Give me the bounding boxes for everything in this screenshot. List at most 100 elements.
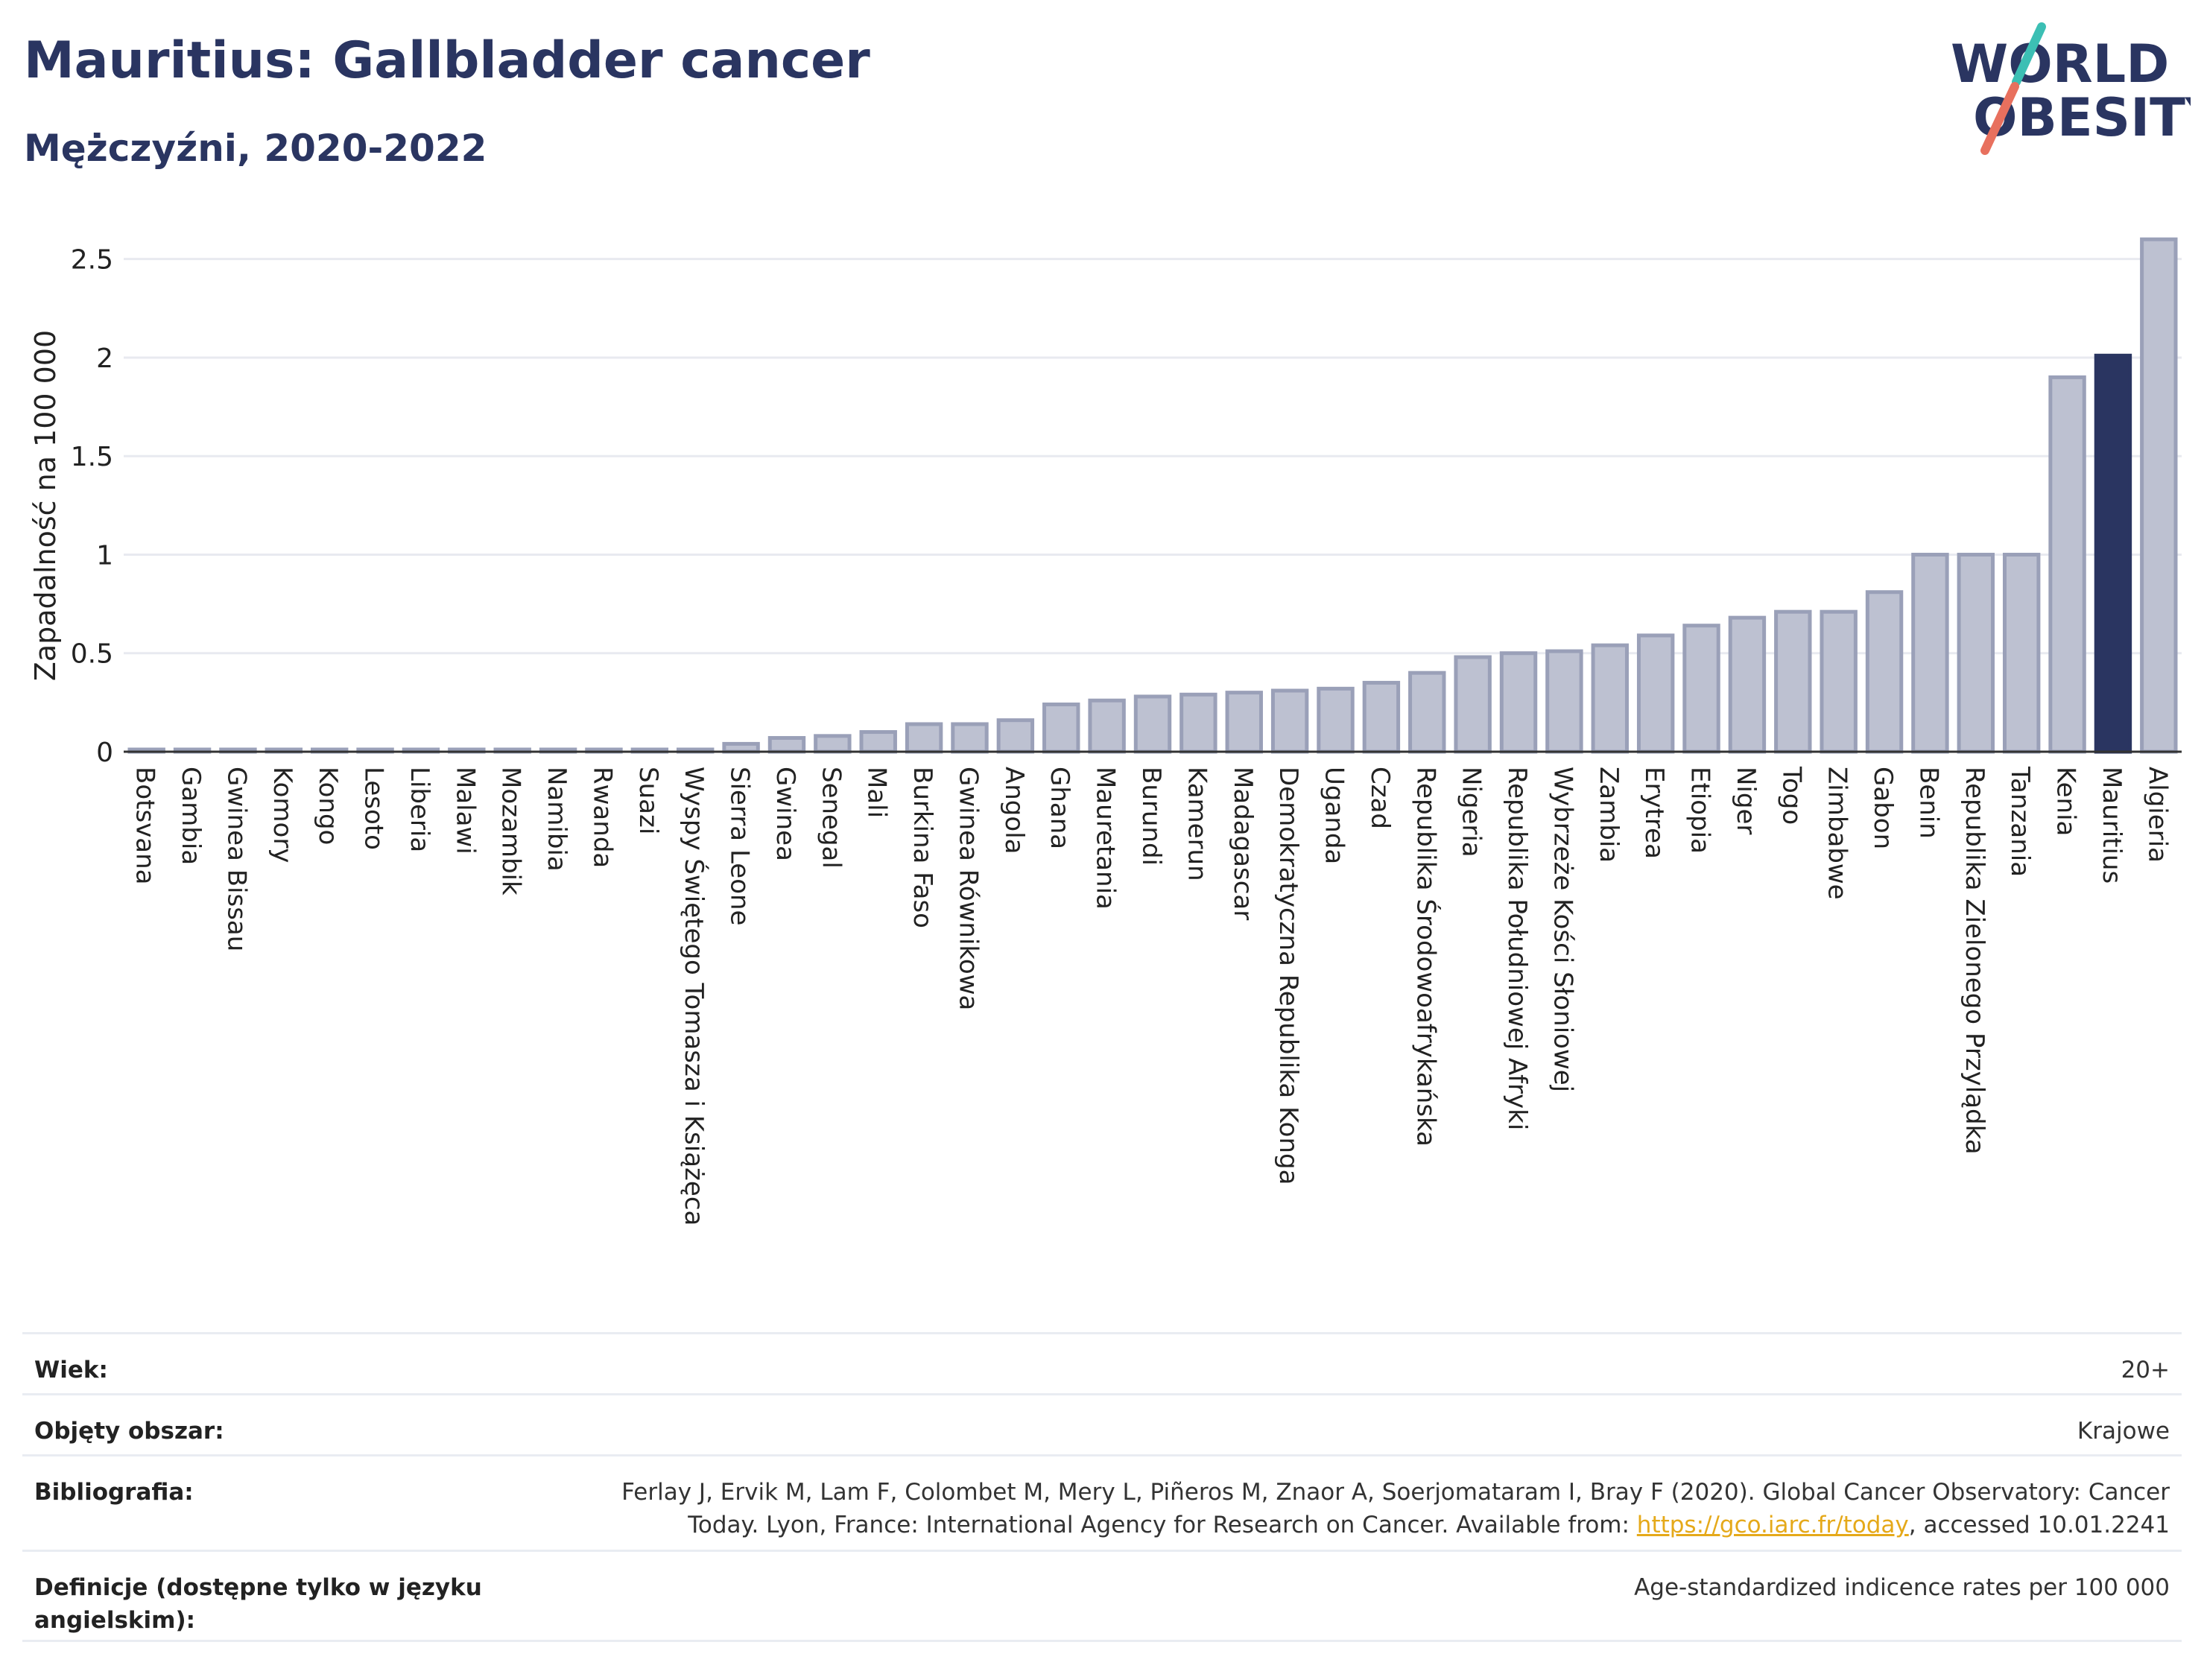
x-tick-label: Liberia: [405, 767, 434, 852]
bar: [1362, 680, 1401, 754]
gco-link[interactable]: https://gco.iarc.fr/today: [1636, 1512, 1909, 1538]
meta-value-age: 20+: [2121, 1357, 2170, 1383]
x-tick-label: Kamerun: [1182, 767, 1212, 881]
x-tick-label: Burkina Faso: [908, 767, 937, 928]
x-tick-label: Botsvana: [130, 767, 160, 885]
x-tick-label: Sierra Leone: [725, 767, 755, 925]
bar: [1911, 552, 1949, 754]
bar: [814, 734, 852, 754]
x-tick-label: Rwanda: [587, 767, 617, 868]
x-tick-label: Mauritius: [2097, 767, 2127, 884]
meta-value-bibliography: Ferlay J, Ervik M, Lam F, Colombet M, Me…: [621, 1456, 2182, 1541]
bar-chart: 0 0.5 1 1.5 2 2.5 Botsvana Gambia Gwinea Bissau…: [29, 237, 2182, 1226]
bar: [951, 722, 989, 754]
bar: [1865, 590, 1904, 754]
x-tick-label: Zambia: [1594, 767, 1624, 863]
x-tick-label: Madagascar: [1228, 767, 1258, 920]
x-tick-label: Nigeria: [1457, 767, 1486, 858]
x-tick-label: Republika Południowej Afryki: [1502, 767, 1532, 1130]
meta-label-area: Objęty obszar:: [34, 1418, 224, 1445]
x-tick-label: Lesoto: [359, 767, 389, 850]
bar-highlighted: [2094, 353, 2132, 754]
bar: [1408, 671, 1446, 754]
bar: [1270, 688, 1309, 754]
meta-value-definitions: Age-standardized indicence rates per 100…: [1634, 1574, 2170, 1601]
y-tick-labels: 0 0.5 1 1.5 2 2.5: [71, 245, 113, 768]
bar: [1545, 649, 1583, 754]
x-tick-label: Komory: [267, 767, 297, 863]
x-tick-label: Mauretania: [1091, 767, 1121, 910]
y-tick-label: 1: [96, 540, 113, 571]
meta-row-bibliography: Bibliografia: Ferlay J, Ervik M, Lam F, …: [22, 1454, 2182, 1550]
x-tick-label: Gambia: [176, 767, 206, 865]
x-tick-label: Gwinea: [770, 767, 800, 861]
bar: [1317, 686, 1355, 754]
x-tick-label: Gabon: [1868, 767, 1898, 849]
metadata-table: Wiek: 20+ Objęty obszar: Krajowe Bibliog…: [22, 1332, 2182, 1642]
x-tick-label: Mozambik: [496, 767, 526, 896]
y-tick-label: 1.5: [71, 442, 113, 472]
x-tick-label: Republika Środowoafrykańska: [1410, 767, 1441, 1147]
bibliography-line-1: Ferlay J, Ervik M, Lam F, Colombet M, Me…: [621, 1479, 2170, 1506]
x-tick-label: Suazi: [633, 767, 663, 834]
bar: [2140, 237, 2178, 754]
meta-row-area: Objęty obszar: Krajowe: [22, 1393, 2182, 1454]
x-tick-label: Czad: [1365, 767, 1395, 829]
x-tick-label: Republika Zielonego Przylądka: [1960, 767, 1989, 1155]
bar: [1636, 633, 1675, 754]
x-tick-label: Togo: [1776, 766, 1806, 825]
bar: [996, 718, 1035, 754]
x-tick-label: Namibia: [542, 767, 571, 872]
bar: [2002, 552, 2041, 754]
x-tick-label: Kenia: [2051, 767, 2081, 836]
bar: [905, 722, 943, 754]
bar: [722, 741, 760, 754]
x-tick-labels: Botsvana Gambia Gwinea Bissau Komory Kongo Le…: [130, 766, 2173, 1226]
y-axis-label: Zapadalność na 100 000: [29, 330, 62, 681]
y-tick-label: 2: [96, 343, 113, 374]
x-tick-label: Wybrzeże Kości Słoniowej: [1548, 767, 1577, 1092]
x-tick-label: Burundi: [1136, 767, 1166, 866]
bar: [1042, 703, 1080, 754]
bar: [1728, 615, 1767, 754]
chart-title: Mauritius: Gallbladder cancer: [24, 31, 870, 90]
bar: [1179, 692, 1217, 754]
x-tick-label: Erytrea: [1639, 767, 1669, 859]
x-tick-label: Gwinea Bissau: [221, 767, 251, 951]
x-tick-label: Wyspy Świętego Tomasza i Książęca: [679, 767, 709, 1226]
logo-slash-teal: [2012, 22, 2046, 86]
logo-line-1: WORLD: [1951, 34, 2169, 95]
x-tick-label: Mali: [862, 767, 892, 818]
x-tick-label: Tanzania: [2005, 766, 2035, 877]
chart-subtitle: Mężczyźni, 2020-2022: [24, 127, 487, 170]
x-tick-label: Angola: [999, 767, 1029, 854]
bar: [1591, 643, 1629, 754]
y-tick-label: 2.5: [71, 245, 113, 276]
y-tick-label: 0.5: [71, 639, 113, 670]
bar: [859, 730, 897, 754]
bar: [1088, 698, 1126, 754]
bar: [1682, 624, 1720, 754]
bar: [2048, 375, 2086, 754]
x-tick-label: Zimbabwe: [1823, 767, 1852, 900]
x-tick-label: Ghana: [1045, 767, 1074, 849]
x-tick-label: Kongo: [313, 767, 343, 845]
meta-row-age: Wiek: 20+: [22, 1332, 2182, 1393]
x-tick-label: Uganda: [1320, 767, 1349, 864]
meta-label-age: Wiek:: [34, 1357, 108, 1383]
meta-row-definitions: Definicje (dostępne tylko w języku angie…: [22, 1550, 2182, 1642]
x-tick-label: Senegal: [816, 767, 846, 869]
bar: [767, 735, 806, 754]
logo-slash-coral: [1980, 82, 2019, 155]
bar: [1133, 694, 1172, 754]
bars: [127, 237, 2178, 754]
bar: [1499, 651, 1538, 754]
x-tick-label: Etiopia: [1685, 767, 1715, 854]
x-tick-label: Demokratyczna Republika Konga: [1273, 767, 1303, 1185]
bar: [1454, 655, 1492, 754]
x-tick-label: Algieria: [2142, 767, 2172, 863]
meta-label-bibliography: Bibliografia:: [34, 1479, 194, 1506]
bibliography-line-2: Today. Lyon, France: International Agenc…: [688, 1512, 1637, 1538]
y-tick-label: 0: [96, 738, 113, 768]
meta-value-area: Krajowe: [2077, 1418, 2170, 1445]
